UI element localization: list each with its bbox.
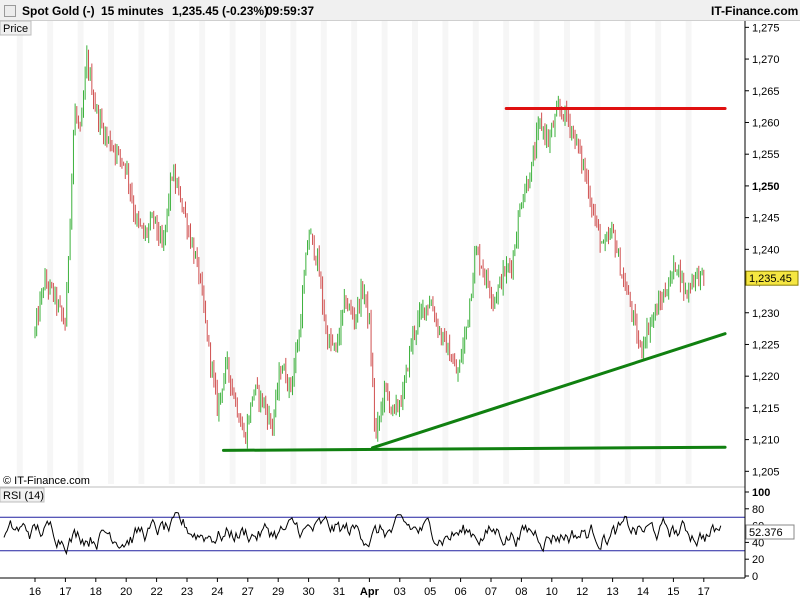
x-tick-label: 16 <box>29 586 41 598</box>
rsi-tick-label: 40 <box>752 537 764 549</box>
x-tick-label: 06 <box>454 586 466 598</box>
x-tick-label: 10 <box>546 586 558 598</box>
trendlines <box>221 107 727 452</box>
price-label: Price <box>3 23 28 35</box>
x-tick-label: 03 <box>394 586 406 598</box>
x-tick-label: 22 <box>150 586 162 598</box>
x-tick-label: 29 <box>272 586 284 598</box>
rsi-tick-label: 0 <box>752 571 758 583</box>
y-tick-label: 1,210 <box>752 435 780 447</box>
x-tick-label: 20 <box>120 586 132 598</box>
x-tick-label: 05 <box>424 586 436 598</box>
x-tick-label: 08 <box>515 586 527 598</box>
y-tick-label: 1,260 <box>752 117 780 129</box>
quote-time: 09:59:37 <box>266 4 315 18</box>
rsi-tick-label: 100 <box>752 487 770 499</box>
last-price-box <box>745 270 799 286</box>
x-tick-label: 12 <box>576 586 588 598</box>
rsi-last-box <box>745 524 795 540</box>
trendline-3[interactable] <box>370 332 727 450</box>
x-tick-label: 18 <box>90 586 102 598</box>
rsi-last-label: 52.376 <box>749 527 783 539</box>
x-tick-label: 15 <box>667 586 679 598</box>
y-tick-label: 1,225 <box>752 339 780 351</box>
trendline-2[interactable] <box>221 445 727 452</box>
rsi-series <box>3 511 722 556</box>
rsi-y-ticks: 100806040200 <box>745 487 770 583</box>
y-tick-label: 1,270 <box>752 54 780 66</box>
price-y-ticks: 1,2051,2101,2151,2201,2251,2301,2351,240… <box>745 22 780 478</box>
y-tick-label: 1,275 <box>752 22 780 34</box>
x-tick-label: 07 <box>485 586 497 598</box>
last-quote: 1,235.45 (-0.23%) <box>172 4 269 18</box>
y-tick-label: 1,265 <box>752 86 780 98</box>
x-tick-label: 31 <box>333 586 345 598</box>
x-tick-label: 30 <box>302 586 314 598</box>
x-tick-label: 17 <box>59 586 71 598</box>
x-tick-label: 17 <box>698 586 710 598</box>
y-tick-label: 1,230 <box>752 308 780 320</box>
watermark: © IT-Finance.com <box>3 475 90 487</box>
x-tick-label: 23 <box>181 586 193 598</box>
rsi-label: RSI (14) <box>3 490 44 502</box>
x-tick-label: 24 <box>211 586 223 598</box>
x-tick-label: 13 <box>606 586 618 598</box>
price-bars <box>34 45 705 449</box>
rsi-tick-label: 80 <box>752 504 764 516</box>
rsi-last-tag: 52.376 <box>745 524 795 540</box>
y-tick-label: 1,240 <box>752 244 780 256</box>
last-price-tag: 1,235.45 <box>745 270 799 286</box>
rsi-tick-label: 20 <box>752 554 764 566</box>
symbol-menu-icon[interactable] <box>4 5 16 17</box>
brand-name: IT-Finance.com <box>711 4 799 18</box>
x-tick-label: 27 <box>242 586 254 598</box>
price-panel <box>0 21 745 484</box>
y-tick-label: 1,215 <box>752 403 780 415</box>
y-tick-label: 1,250 <box>752 181 780 193</box>
y-tick-label: 1,255 <box>752 149 780 161</box>
y-tick-label: 1,245 <box>752 213 780 225</box>
rsi-label-box <box>0 487 45 503</box>
timeframe-label: 15 minutes <box>101 4 164 18</box>
price-gridlines <box>16 21 692 484</box>
rsi-line <box>3 511 722 556</box>
price-label-box <box>0 20 32 36</box>
rsi-bands <box>0 516 745 552</box>
last-price-label: 1,235.45 <box>749 273 792 285</box>
x-ticks: 16 17 18 20 22 23 24 27 29 30 31 Apr 03 05 06 07 08 10 12 1… <box>29 578 710 598</box>
y-tick-label: 1,220 <box>752 371 780 383</box>
y-tick-label: 1,205 <box>752 466 780 478</box>
instrument-name: Spot Gold (-) <box>22 4 95 18</box>
chart-header: Spot Gold (-) 15 minutes 1,235.45 (-0.23… <box>0 0 800 21</box>
x-tick-label: Apr <box>360 586 380 598</box>
x-tick-label: 14 <box>637 586 649 598</box>
